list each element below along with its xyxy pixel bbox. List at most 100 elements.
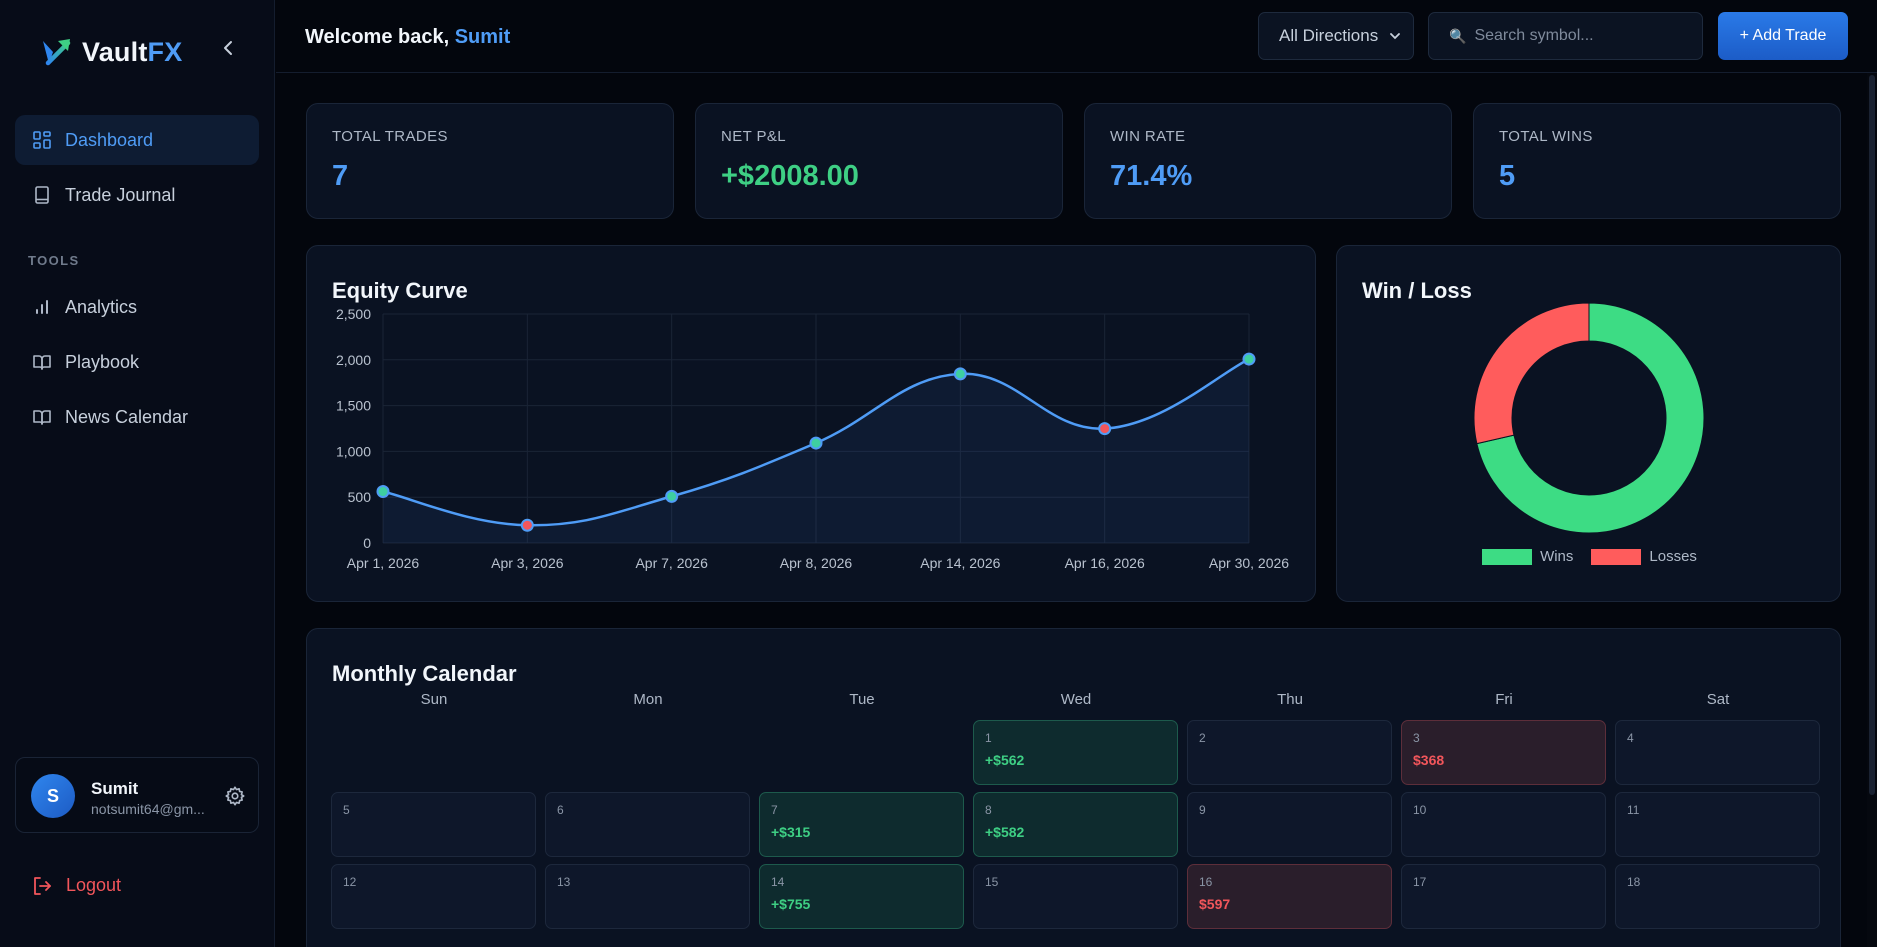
y-tick-label: 2,500 bbox=[336, 306, 371, 322]
calendar-day-cell[interactable]: 18 bbox=[1615, 864, 1820, 929]
equity-data-point[interactable] bbox=[1242, 352, 1256, 366]
calendar-day-cell[interactable]: 3 $368 bbox=[1401, 720, 1606, 785]
collapse-sidebar-icon[interactable] bbox=[218, 36, 238, 60]
book-icon bbox=[33, 186, 51, 204]
equity-area bbox=[383, 359, 1249, 543]
calendar-day-cell[interactable]: 14 +$755 bbox=[759, 864, 964, 929]
x-tick-label: Apr 8, 2026 bbox=[780, 555, 853, 571]
win-loss-legend: Wins Losses bbox=[1337, 548, 1842, 565]
calendar-day-cell[interactable]: 4 bbox=[1615, 720, 1820, 785]
sidebar-item-label: News Calendar bbox=[65, 406, 189, 427]
sidebar-item-playbook[interactable]: Playbook bbox=[15, 337, 259, 387]
y-tick-label: 2,000 bbox=[336, 352, 371, 368]
calendar-day-number: 11 bbox=[1627, 803, 1640, 817]
calendar-day-cell[interactable]: 1 +$562 bbox=[973, 720, 1178, 785]
direction-select[interactable]: All Directions bbox=[1258, 12, 1414, 60]
calendar-day-cell[interactable]: 15 bbox=[973, 864, 1178, 929]
calendar-day-cell[interactable]: 13 bbox=[545, 864, 750, 929]
calendar-day-number: 18 bbox=[1627, 875, 1641, 889]
calendar-day-cell[interactable]: 8 +$582 bbox=[973, 792, 1178, 857]
x-tick-label: Apr 16, 2026 bbox=[1065, 555, 1145, 571]
equity-data-point[interactable] bbox=[953, 367, 967, 381]
search-input[interactable] bbox=[1474, 27, 1695, 45]
trend-arrow-icon bbox=[43, 39, 71, 66]
weekday-header: Fri bbox=[1495, 691, 1513, 708]
calendar-day-cell[interactable]: 17 bbox=[1401, 864, 1606, 929]
equity-data-point[interactable] bbox=[520, 518, 534, 532]
user-name: Sumit bbox=[91, 779, 139, 798]
calendar-day-cell[interactable]: 10 bbox=[1401, 792, 1606, 857]
sidebar-item-news-calendar[interactable]: News Calendar bbox=[15, 392, 259, 442]
calendar-day-number: 17 bbox=[1413, 875, 1427, 889]
equity-curve-chart: 0 500 1,000 1,500 2,000 2,500 Apr 1, 2026 Apr 3… bbox=[336, 306, 1289, 571]
calendar-day-cell[interactable]: 5 bbox=[331, 792, 536, 857]
calendar-day-number: 8 bbox=[985, 803, 992, 817]
stat-label: WIN RATE bbox=[1110, 128, 1186, 145]
win-loss-card: Win / Loss Wins Losses bbox=[1336, 245, 1841, 602]
scrollbar-thumb[interactable] bbox=[1869, 75, 1875, 795]
calendar-day-number: 13 bbox=[557, 875, 571, 889]
legend-item-wins[interactable]: Wins bbox=[1482, 548, 1573, 565]
logout-button[interactable]: Logout bbox=[32, 875, 121, 896]
calendar-day-pnl: +$755 bbox=[771, 896, 811, 912]
equity-curve-card: Equity Curve 0 500 1,000 1,500 2,000 2,500 Apr… bbox=[306, 245, 1316, 602]
donut-slice-wins[interactable] bbox=[1476, 302, 1705, 534]
welcome-user-name: Sumit bbox=[454, 26, 511, 48]
top-header: Welcome back, Sumit All Directions 🔍 + A… bbox=[276, 0, 1877, 73]
avatar[interactable]: S bbox=[31, 774, 75, 818]
calendar-day-number: 6 bbox=[557, 803, 564, 817]
calendar-day-number: 2 bbox=[1199, 731, 1206, 745]
search-box[interactable]: 🔍 bbox=[1428, 12, 1703, 60]
stat-value: 7 bbox=[332, 160, 349, 192]
calendar-day-cell[interactable]: 16 $597 bbox=[1187, 864, 1392, 929]
legend-item-losses[interactable]: Losses bbox=[1591, 548, 1697, 565]
calendar-day-number: 3 bbox=[1413, 731, 1420, 745]
calendar-day-cell[interactable]: 9 bbox=[1187, 792, 1392, 857]
equity-data-point[interactable] bbox=[376, 485, 390, 499]
calendar-day-cell[interactable]: 2 bbox=[1187, 720, 1392, 785]
open-book-icon bbox=[33, 353, 51, 371]
search-icon: 🔍 bbox=[1449, 27, 1467, 44]
x-tick-label: Apr 3, 2026 bbox=[491, 555, 564, 571]
equity-data-point[interactable] bbox=[665, 489, 679, 503]
sidebar-item-dashboard[interactable]: Dashboard bbox=[15, 115, 259, 165]
y-tick-label: 500 bbox=[348, 489, 372, 505]
open-book-icon bbox=[33, 408, 51, 426]
sidebar-item-analytics[interactable]: Analytics bbox=[15, 282, 259, 332]
legend-swatch-losses bbox=[1591, 548, 1642, 565]
y-tick-label: 0 bbox=[363, 535, 371, 551]
equity-data-point[interactable] bbox=[1098, 422, 1112, 436]
weekday-header: Sat bbox=[1706, 691, 1730, 708]
calendar-day-cell[interactable]: 6 bbox=[545, 792, 750, 857]
sidebar-item-trade-journal[interactable]: Trade Journal bbox=[15, 170, 259, 220]
y-tick-label: 1,000 bbox=[336, 443, 371, 459]
calendar-day-pnl: $597 bbox=[1199, 896, 1231, 912]
stat-label: TOTAL TRADES bbox=[332, 128, 448, 145]
donut-slice-losses[interactable] bbox=[1473, 302, 1590, 445]
calendar-day-pnl: $368 bbox=[1413, 752, 1445, 768]
weekday-header: Thu bbox=[1277, 691, 1303, 708]
weekday-header: Wed bbox=[1060, 691, 1092, 708]
bar-chart-icon bbox=[33, 298, 51, 316]
stat-card-win-rate: WIN RATE 71.4% bbox=[1084, 103, 1452, 219]
calendar-day-number: 9 bbox=[1199, 803, 1206, 817]
legend-label-wins: Wins bbox=[1540, 548, 1574, 565]
x-tick-label: Apr 1, 2026 bbox=[347, 555, 420, 571]
stat-label: NET P&L bbox=[721, 128, 787, 145]
calendar-day-number: 1 bbox=[985, 731, 992, 745]
x-tick-label: Apr 30, 2026 bbox=[1209, 555, 1289, 571]
direction-select-value: All Directions bbox=[1279, 26, 1379, 45]
calendar-day-number: 14 bbox=[771, 875, 785, 889]
calendar-day-pnl: +$315 bbox=[771, 824, 811, 840]
brand-logo[interactable]: VaultFX bbox=[40, 34, 182, 70]
calendar-day-cell[interactable]: 7 +$315 bbox=[759, 792, 964, 857]
calendar-day-cell[interactable]: 12 bbox=[331, 864, 536, 929]
gear-icon[interactable] bbox=[224, 785, 246, 807]
calendar-day-cell[interactable]: 11 bbox=[1615, 792, 1820, 857]
stat-card-total-trades: TOTAL TRADES 7 bbox=[306, 103, 674, 219]
equity-data-point[interactable] bbox=[809, 436, 823, 450]
brand-name: VaultFX bbox=[82, 37, 182, 68]
add-trade-button[interactable]: + Add Trade bbox=[1718, 12, 1848, 60]
chart-grid bbox=[382, 313, 1250, 544]
weekday-header: Mon bbox=[633, 691, 663, 708]
